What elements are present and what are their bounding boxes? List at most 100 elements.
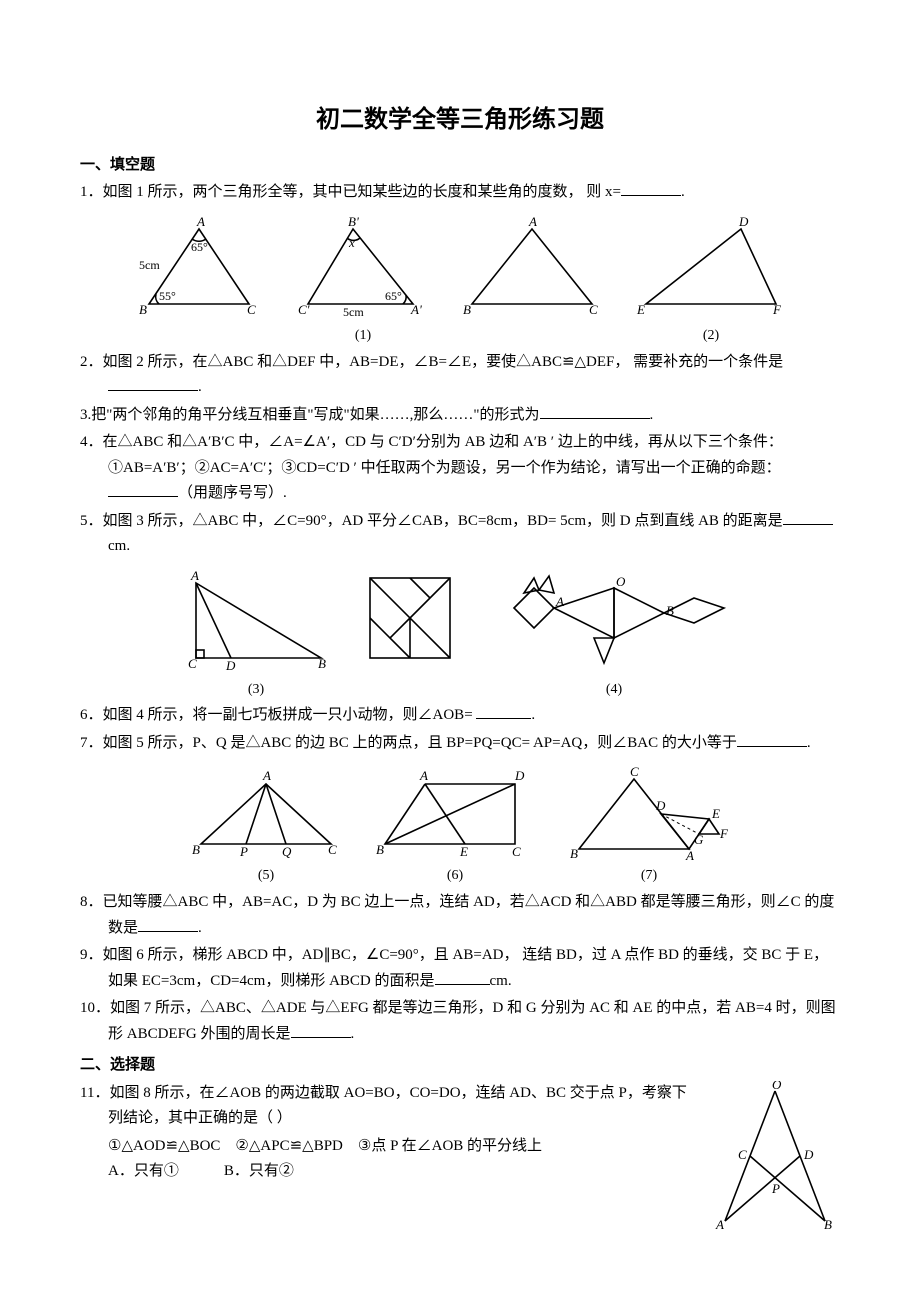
question-3: 3.把"两个邻角的角平分线互相垂直"写成"如果……,那么……"的形式为.	[80, 403, 840, 429]
q6-text-a: 如图 4 所示，将一副七巧板拼成一只小动物，则∠AOB=	[103, 707, 477, 723]
figure-5: A B P Q C	[186, 764, 346, 864]
figure-7-caption: (7)	[641, 864, 657, 888]
q1-text-b: .	[681, 184, 685, 200]
f8-O: O	[772, 1081, 782, 1092]
question-9: 9．如图 6 所示，梯形 ABCD 中，AD∥BC，∠C=90°，且 AB=AD…	[80, 943, 840, 994]
figure-1-caption: (1)	[355, 324, 371, 348]
label-Ap: A'	[410, 302, 422, 317]
figure-6: A D B E C	[370, 764, 540, 864]
f6-E: E	[459, 844, 468, 859]
q1-prefix: 1．	[80, 184, 103, 200]
f4-B: B	[666, 603, 674, 618]
figure-4-caption: (4)	[606, 678, 622, 702]
label-C: C	[247, 302, 256, 317]
figure-3-caption: (3)	[248, 678, 264, 702]
figure-row-1: A B C 5cm 65° 55° B' C' A' x 5cm 65° (1)	[80, 214, 840, 348]
figure-8-wrap: O C D P A B	[710, 1081, 840, 1231]
question-5: 5．如图 3 所示，△ABC 中，∠C=90°，AD 平分∠CAB，BC=8cm…	[80, 509, 840, 560]
f6-A: A	[419, 768, 428, 783]
label-5cm2: 5cm	[343, 305, 364, 319]
f7-C: C	[630, 764, 639, 779]
q5-text-b: cm.	[108, 538, 130, 554]
figure-3: A C D B	[176, 568, 336, 678]
f5-P: P	[239, 844, 248, 859]
q2-text-a: 如图 2 所示，在△ABC 和△DEF 中，AB=DE，∠B=∠E，要使△ABC…	[103, 354, 784, 370]
figure-2a: A B C	[457, 214, 607, 324]
q8-blank	[138, 916, 198, 932]
f7-E: E	[711, 806, 720, 821]
figure-7: C B A D E F G	[564, 764, 734, 864]
q11-opts-line: ①△AOD≌△BOC ②△APC≌△BPD ③点 P 在∠AOB 的平分线上	[108, 1138, 542, 1154]
q7-prefix: 7．	[80, 735, 103, 751]
q8-text-a: 已知等腰△ABC 中，AB=AC，D 为 BC 边上一点，连结 AD，若△ACD…	[103, 894, 835, 936]
figure-8: O C D P A B	[710, 1081, 840, 1231]
q2-prefix: 2．	[80, 354, 103, 370]
question-10: 10．如图 7 所示，△ABC、△ADE 与△EFG 都是等边三角形，D 和 G…	[80, 996, 840, 1047]
f7-A: A	[685, 848, 694, 863]
question-2: 2．如图 2 所示，在△ABC 和△DEF 中，AB=DE，∠B=∠E，要使△A…	[80, 350, 840, 401]
f7-B: B	[570, 846, 578, 861]
q11-prefix: 11．	[80, 1085, 109, 1101]
q6-blank	[476, 703, 531, 719]
q11-text: 如图 8 所示，在∠AOB 的两边截取 AO=BO，CO=DO，连结 AD、BC…	[108, 1085, 687, 1127]
f7-F: F	[719, 826, 729, 841]
q3-text-b: .	[650, 407, 654, 423]
q3-prefix: 3.	[80, 407, 91, 423]
f8-P: P	[771, 1181, 780, 1196]
q4-tail: （用题序号写）.	[178, 485, 287, 501]
q8-text-b: .	[198, 920, 202, 936]
q9-text-b: cm.	[490, 973, 512, 989]
f5-Q: Q	[282, 844, 292, 859]
figure-row-2: A C D B (3)	[80, 568, 840, 702]
f6-B: B	[376, 842, 384, 857]
q11-optA: A．只有①	[108, 1163, 179, 1179]
figure-1b: B' C' A' x 5cm 65°	[293, 214, 433, 324]
f5-C: C	[328, 842, 337, 857]
question-8: 8．已知等腰△ABC 中，AB=AC，D 为 BC 边上一点，连结 AD，若△A…	[80, 890, 840, 941]
f8-C: C	[738, 1147, 747, 1162]
q9-blank	[435, 969, 490, 985]
question-7: 7．如图 5 所示，P、Q 是△ABC 的边 BC 上的两点，且 BP=PQ=Q…	[80, 731, 840, 757]
f4-A: A	[555, 594, 564, 609]
label-Cp: C'	[298, 302, 310, 317]
q1-text-a: 如图 1 所示，两个三角形全等，其中已知某些边的长度和某些角的度数， 则 x=	[103, 184, 621, 200]
f6-C: C	[512, 844, 521, 859]
label-65b: 65°	[385, 289, 402, 303]
q8-prefix: 8．	[80, 894, 103, 910]
q1-blank	[621, 180, 681, 196]
f5-B: B	[192, 842, 200, 857]
q10-blank	[291, 1022, 351, 1038]
q7-blank	[737, 731, 807, 747]
label-B: B	[139, 302, 147, 317]
label-x: x	[348, 235, 355, 250]
figure-2b: D E F	[631, 214, 791, 324]
label-F2: F	[772, 302, 782, 317]
q3-blank	[540, 403, 650, 419]
figure-6-caption: (6)	[447, 864, 463, 888]
q3-text-a: 把"两个邻角的角平分线互相垂直"写成"如果……,那么……"的形式为	[91, 407, 539, 423]
question-1: 1．如图 1 所示，两个三角形全等，其中已知某些边的长度和某些角的度数， 则 x…	[80, 180, 840, 206]
q5-blank	[783, 509, 833, 525]
f4-O: O	[616, 574, 626, 589]
label-65: 65°	[191, 240, 208, 254]
figure-1a: A B C 5cm 65° 55°	[129, 214, 269, 324]
section-2-heading: 二、选择题	[80, 1053, 840, 1079]
figure-2-caption: (2)	[703, 324, 719, 348]
f5-A: A	[262, 768, 271, 783]
q9-prefix: 9．	[80, 947, 103, 963]
f8-A: A	[715, 1217, 724, 1231]
q5-text-a: 如图 3 所示，△ABC 中，∠C=90°，AD 平分∠CAB，BC=8cm，B…	[103, 513, 783, 529]
figure-5-caption: (5)	[258, 864, 274, 888]
f8-B: B	[824, 1217, 832, 1231]
figure-4-tangram	[360, 568, 460, 668]
f8-D: D	[803, 1147, 814, 1162]
label-E2: E	[636, 302, 645, 317]
label-Bp: B'	[348, 214, 359, 229]
q4-blank	[108, 481, 178, 497]
f3-D: D	[225, 658, 236, 673]
q2-text-b: .	[198, 379, 202, 395]
f7-G: G	[694, 832, 704, 847]
q10-text-a: 如图 7 所示，△ABC、△ADE 与△EFG 都是等边三角形，D 和 G 分别…	[108, 1000, 836, 1042]
section-1-heading: 一、填空题	[80, 153, 840, 179]
f3-A: A	[190, 568, 199, 583]
